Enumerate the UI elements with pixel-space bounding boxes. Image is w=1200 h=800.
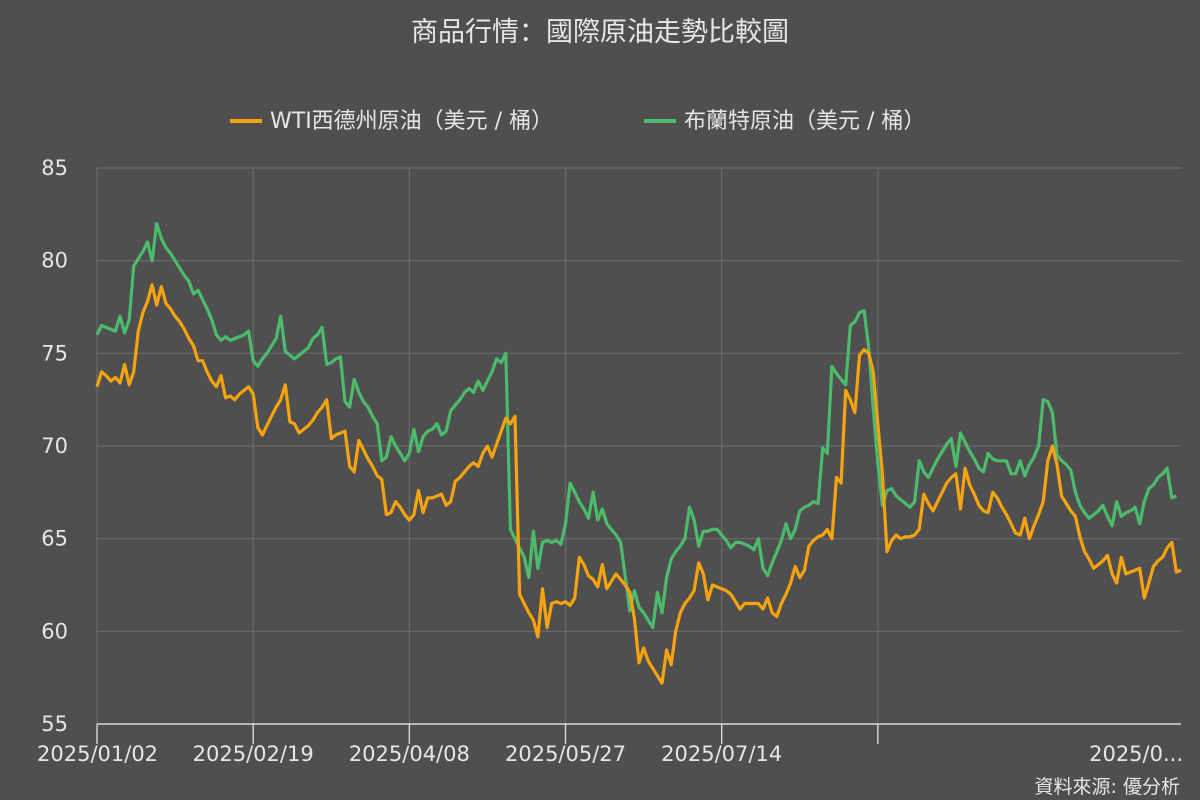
source-note: 資料來源: 優分析	[1035, 776, 1180, 798]
y-tick-label: 60	[41, 619, 68, 643]
y-tick-label: 85	[41, 156, 68, 180]
legend-item-wti[interactable]: WTI西德州原油（美元 / 桶）	[230, 109, 553, 134]
legend-label-brent: 布蘭特原油（美元 / 桶）	[684, 109, 925, 134]
x-tick-label: 2025/05/27	[505, 742, 626, 766]
series-line-wti	[95, 283, 1182, 685]
x-tick-label: 2025/07/14	[661, 742, 782, 766]
x-axis-ticks: 2025/01/02 2025/02/19 2025/04/08 2025/05/27…	[37, 724, 1183, 766]
y-tick-label: 70	[41, 434, 68, 458]
legend-item-brent[interactable]: 布蘭特原油（美元 / 桶）	[644, 109, 925, 134]
y-axis-ticks: 55 60 65 70 75 80 85	[41, 156, 68, 736]
x-tick-label: 2025/04/08	[349, 742, 470, 766]
legend: WTI西德州原油（美元 / 桶） 布蘭特原油（美元 / 桶）	[230, 109, 925, 134]
gridlines	[96, 167, 1181, 724]
x-tick-label: 2025/0...	[1089, 742, 1183, 766]
x-tick-label: 2025/01/02	[37, 742, 158, 766]
chart-title: 商品行情：國際原油走勢比較圖	[411, 17, 789, 48]
series-lines	[95, 222, 1182, 685]
y-tick-label: 80	[41, 249, 68, 273]
y-tick-label: 55	[41, 712, 68, 736]
y-tick-label: 75	[41, 341, 68, 365]
series-line-brent	[95, 222, 1178, 630]
legend-label-wti: WTI西德州原油（美元 / 桶）	[270, 109, 553, 134]
x-tick-label: 2025/02/19	[193, 742, 314, 766]
y-tick-label: 65	[41, 527, 68, 551]
